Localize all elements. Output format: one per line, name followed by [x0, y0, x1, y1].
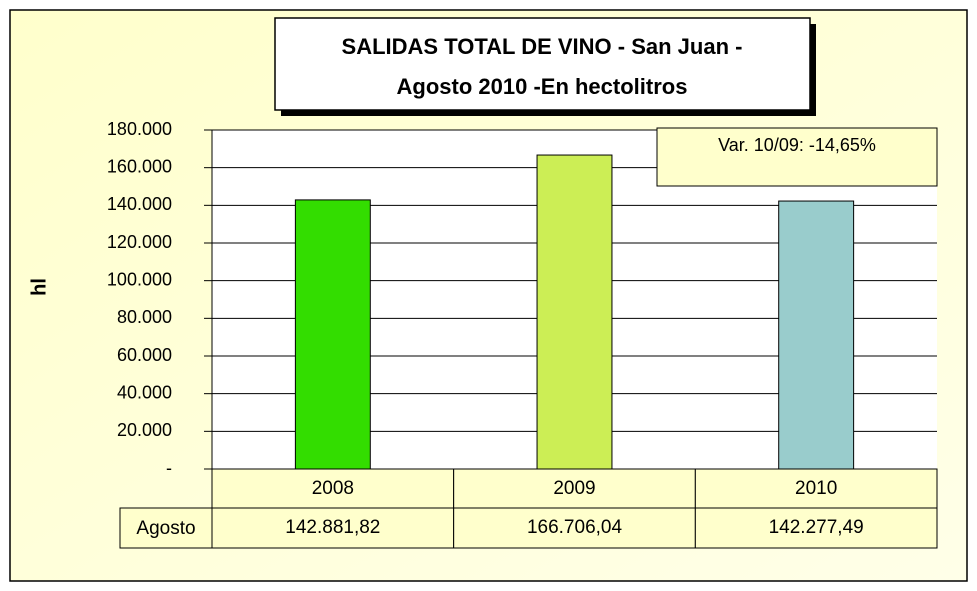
y-tick-label: 40.000 [117, 382, 172, 402]
table-cell [453, 507, 696, 549]
annotation-box [656, 127, 938, 187]
title-box [274, 17, 811, 111]
x-tick-label: 2008 [312, 478, 354, 499]
y-tick-label: 180.000 [107, 119, 172, 139]
y-tick-label: 160.000 [107, 156, 172, 176]
y-tick-label: 120.000 [107, 232, 172, 252]
table-cell [211, 468, 455, 509]
table-cell [694, 468, 938, 509]
bar [294, 199, 371, 470]
chart-title: SALIDAS TOTAL DE VINO - San Juan - [342, 34, 743, 59]
data-label: 142.881,82 [285, 517, 380, 538]
y-tick-label: 140.000 [107, 194, 172, 214]
y-tick-label: 80.000 [117, 307, 172, 327]
annotation: Var. 10/09: -14,65% [718, 135, 876, 155]
y-tick-label: 100.000 [107, 269, 172, 289]
y-tick-label: 20.000 [117, 420, 172, 440]
table-cell [694, 507, 938, 549]
table-row-label: Agosto [136, 518, 195, 539]
y-tick-label: - [166, 458, 172, 478]
data-label: 142.277,49 [769, 517, 864, 538]
table-cell [453, 468, 696, 509]
bar [778, 200, 855, 470]
data-label: 166.706,04 [527, 517, 623, 538]
y-tick-label: 60.000 [117, 345, 172, 365]
x-tick-label: 2009 [553, 478, 595, 499]
table-cell [211, 507, 455, 549]
x-tick-label: 2010 [795, 478, 837, 499]
bar [536, 154, 613, 470]
table-row-label-cell [119, 507, 213, 549]
y-axis-label: hl [28, 278, 50, 296]
chart-title: Agosto 2010 -En hectolitros [397, 74, 688, 99]
